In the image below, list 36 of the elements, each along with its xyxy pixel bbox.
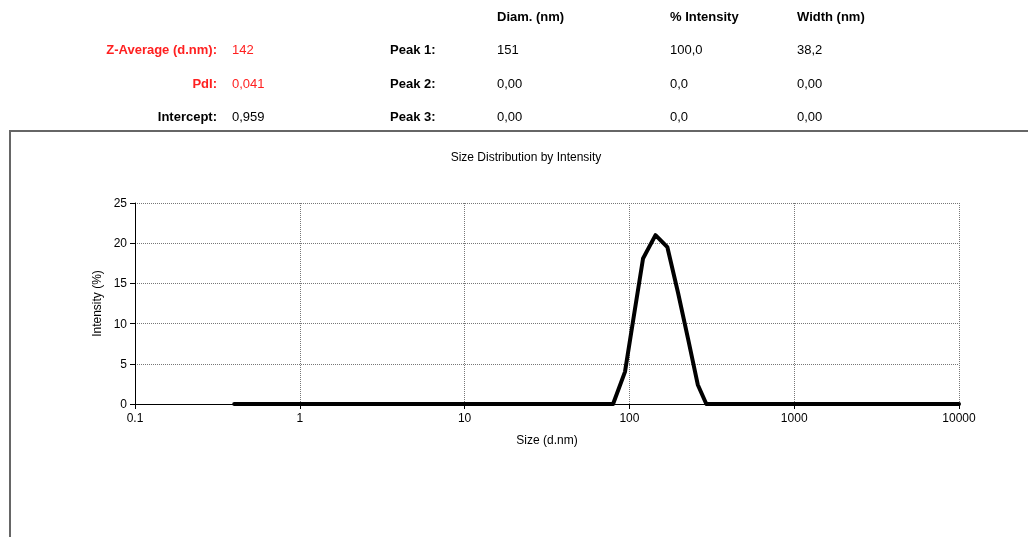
x-tick-label: 1 [296,411,304,425]
y-tick-label: 20 [113,236,128,251]
text: 38,2 [797,42,823,57]
text: Peak 2: [390,76,436,91]
text: % Intensity [670,9,739,24]
text: 100,0 [670,42,703,57]
text: Intercept: [157,109,217,124]
x-tick-label: 10000 [942,411,977,425]
y-axis-title: Intensity (%) [89,270,104,337]
text: 0,00 [797,109,823,124]
x-tick-label: 100 [619,411,640,425]
text: Width (nm) [797,9,865,24]
text: 0,0 [670,76,689,91]
text: 151 [497,42,519,57]
text: 0,0 [670,109,689,124]
text: Diam. (nm) [497,9,565,24]
chart-title: Size Distribution by Intensity [450,150,602,164]
text: 0,00 [497,109,523,124]
x-tick-label: 1000 [780,411,808,425]
text: Peak 3: [390,109,436,124]
text: 142 [232,42,254,57]
y-tick-label: 0 [120,397,128,411]
text: 0,00 [797,76,823,91]
text: PdI: [192,76,217,91]
y-tick-label: 10 [113,316,128,331]
text: Z-Average (d.nm): [106,42,217,57]
y-tick-label: 5 [120,356,128,371]
x-tick-label: 0.1 [126,411,144,425]
text: Peak 1: [390,42,436,57]
text: 0,041 [232,76,265,91]
x-tick-label: 10 [457,411,472,425]
text: 0,00 [497,76,523,91]
x-axis-title: Size (d.nm) [516,433,578,447]
text: 0,959 [232,109,265,124]
y-tick-label: 15 [113,276,128,291]
y-tick-label: 25 [113,196,128,210]
